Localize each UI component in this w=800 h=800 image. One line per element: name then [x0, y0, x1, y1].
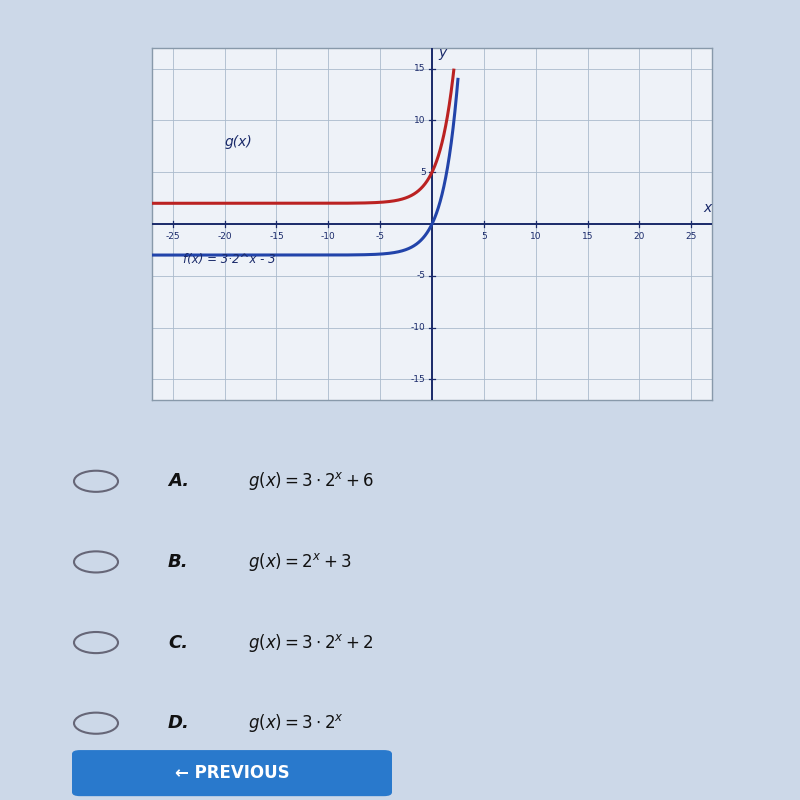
- Text: f(x) = 3·2^x - 3: f(x) = 3·2^x - 3: [183, 254, 276, 266]
- Text: $g(x) = 3 \cdot 2^x+2$: $g(x) = 3 \cdot 2^x+2$: [248, 631, 374, 654]
- Text: -20: -20: [218, 232, 232, 242]
- Text: 20: 20: [634, 232, 645, 242]
- Text: 10: 10: [530, 232, 542, 242]
- Text: -10: -10: [411, 323, 426, 332]
- Text: $g(x) = 3 \cdot 2^x+6$: $g(x) = 3 \cdot 2^x+6$: [248, 470, 374, 492]
- Text: -10: -10: [321, 232, 336, 242]
- Text: 5: 5: [481, 232, 486, 242]
- Text: y: y: [438, 46, 446, 60]
- Text: 25: 25: [686, 232, 697, 242]
- Text: 15: 15: [582, 232, 594, 242]
- Text: -15: -15: [269, 232, 284, 242]
- Text: ← PREVIOUS: ← PREVIOUS: [174, 764, 290, 782]
- Text: $g(x) = 3 \cdot 2^x$: $g(x) = 3 \cdot 2^x$: [248, 712, 344, 734]
- Text: -5: -5: [376, 232, 385, 242]
- Text: $g(x) = 2^x+3$: $g(x) = 2^x+3$: [248, 551, 351, 573]
- Text: x: x: [704, 201, 712, 214]
- Text: D.: D.: [168, 714, 190, 732]
- Text: A.: A.: [168, 472, 189, 490]
- Text: 15: 15: [414, 64, 426, 74]
- Text: -5: -5: [417, 271, 426, 280]
- FancyBboxPatch shape: [72, 750, 392, 796]
- Text: -15: -15: [411, 374, 426, 384]
- Text: B.: B.: [168, 553, 189, 571]
- Text: g(x): g(x): [225, 135, 252, 150]
- Text: 10: 10: [414, 116, 426, 125]
- Text: 5: 5: [420, 168, 426, 177]
- Text: C.: C.: [168, 634, 188, 651]
- Text: -25: -25: [166, 232, 180, 242]
